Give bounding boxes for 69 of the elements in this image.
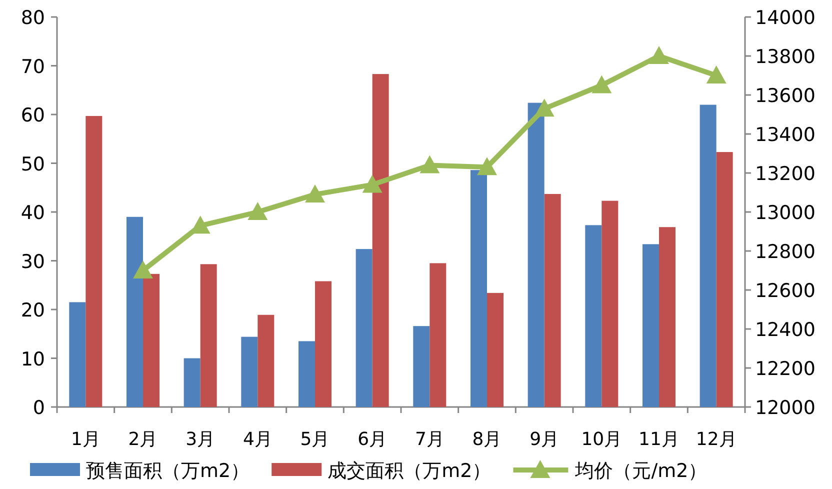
x-tick-label: 9月 bbox=[530, 429, 560, 450]
y2-tick-label: 14000 bbox=[755, 7, 816, 29]
bar bbox=[700, 104, 716, 407]
point bbox=[362, 174, 382, 193]
legend-label: 均价（元/m2） bbox=[574, 460, 708, 482]
bar bbox=[585, 225, 602, 407]
point bbox=[706, 66, 726, 84]
y2-tick-label: 12400 bbox=[755, 319, 816, 341]
x-tick-label: 7月 bbox=[414, 429, 444, 450]
y2-tick-label: 13400 bbox=[755, 124, 816, 146]
x-tick-label: 8月 bbox=[472, 429, 502, 450]
bar bbox=[258, 314, 274, 407]
y-tick-label: 40 bbox=[20, 202, 45, 224]
bar bbox=[356, 249, 372, 407]
y2-tick-label: 13200 bbox=[755, 163, 816, 185]
y2-tick-label: 12200 bbox=[755, 358, 816, 380]
y-tick-label: 60 bbox=[20, 104, 45, 126]
bar bbox=[602, 200, 618, 407]
x-tick-label: 12月 bbox=[696, 429, 737, 450]
x-tick-label: 2月 bbox=[128, 429, 158, 450]
bar bbox=[184, 358, 200, 407]
bar bbox=[143, 274, 160, 407]
bar bbox=[528, 102, 544, 407]
y2-tick-label: 13800 bbox=[755, 46, 816, 68]
bar bbox=[126, 216, 143, 407]
bar bbox=[544, 194, 561, 407]
point bbox=[477, 157, 497, 176]
x-tick-label: 6月 bbox=[358, 429, 388, 450]
point bbox=[133, 260, 153, 278]
x-tick-label: 5月 bbox=[300, 429, 330, 450]
bar bbox=[69, 302, 86, 407]
bar bbox=[430, 263, 446, 407]
y-tick-label: 10 bbox=[20, 348, 45, 370]
x-tick-label: 3月 bbox=[186, 429, 216, 450]
y-tick-label: 20 bbox=[20, 300, 45, 322]
y2-tick-label: 13600 bbox=[755, 85, 816, 107]
bar bbox=[413, 326, 430, 407]
point bbox=[420, 155, 440, 174]
bar bbox=[372, 74, 389, 407]
bar bbox=[659, 227, 676, 407]
legend-label: 成交面积（万m2） bbox=[328, 460, 492, 482]
bar bbox=[716, 152, 733, 407]
y2-tick-label: 12000 bbox=[755, 397, 816, 419]
point bbox=[592, 75, 612, 94]
y-tick-label: 30 bbox=[20, 250, 45, 273]
point bbox=[534, 98, 554, 117]
y2-tick-label: 12600 bbox=[755, 280, 816, 302]
y2-tick-label: 12800 bbox=[755, 241, 816, 263]
bar bbox=[487, 292, 504, 407]
bar bbox=[298, 341, 315, 407]
bar bbox=[200, 264, 217, 407]
point bbox=[649, 46, 669, 64]
y-tick-label: 0 bbox=[32, 397, 45, 419]
y-tick-label: 50 bbox=[20, 153, 45, 176]
y-tick-label: 70 bbox=[20, 56, 45, 78]
x-tick-label: 11月 bbox=[638, 429, 680, 450]
y-tick-label: 80 bbox=[20, 7, 45, 29]
x-tick-label: 10月 bbox=[581, 429, 622, 450]
bar bbox=[315, 281, 332, 407]
x-tick-label: 4月 bbox=[242, 429, 272, 450]
legend-label: 预售面积（万m2） bbox=[86, 460, 250, 482]
bar bbox=[86, 116, 102, 407]
point bbox=[248, 202, 268, 220]
bar bbox=[470, 170, 487, 407]
x-tick-label: 1月 bbox=[70, 429, 100, 450]
bar bbox=[241, 336, 258, 407]
point bbox=[305, 184, 325, 202]
bar bbox=[642, 244, 659, 407]
y2-tick-label: 13000 bbox=[755, 202, 816, 224]
